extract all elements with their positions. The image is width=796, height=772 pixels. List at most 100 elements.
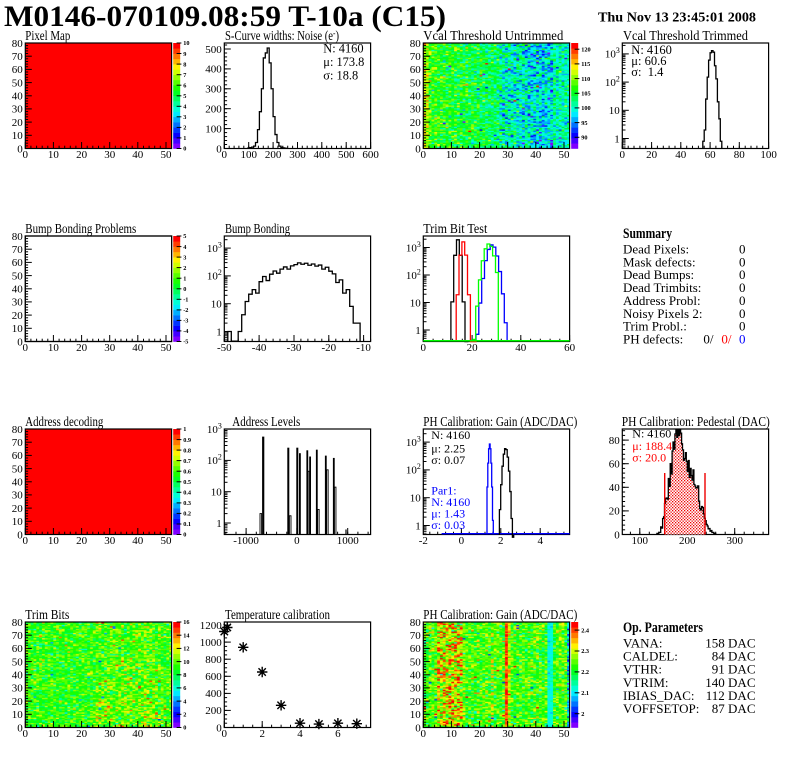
- svg-text:60: 60: [609, 459, 621, 471]
- svg-text:40: 40: [12, 284, 24, 296]
- svg-text:10: 10: [410, 709, 422, 721]
- svg-text:20: 20: [646, 149, 658, 161]
- svg-text:N: 4160: N: 4160: [323, 42, 363, 56]
- svg-text:Par1:: Par1:: [431, 483, 456, 497]
- svg-text:PH Calibration: Gain (ADC/DAC): PH Calibration: Gain (ADC/DAC): [423, 607, 577, 622]
- svg-text:2: 2: [581, 711, 584, 718]
- svg-text:50: 50: [410, 656, 422, 668]
- svg-text:40: 40: [530, 149, 542, 161]
- svg-text:20: 20: [76, 342, 88, 354]
- svg-text:300: 300: [205, 84, 222, 96]
- svg-text:60: 60: [410, 643, 422, 655]
- svg-text:50: 50: [161, 149, 173, 161]
- svg-text:9: 9: [183, 51, 186, 58]
- svg-text:80: 80: [12, 617, 24, 629]
- svg-text:110: 110: [581, 76, 590, 83]
- svg-text:0/: 0/: [703, 332, 714, 347]
- svg-text:30: 30: [12, 490, 24, 502]
- svg-text:Mask defects:: Mask defects:: [623, 254, 696, 269]
- svg-text:60: 60: [705, 149, 717, 161]
- svg-text:VOFFSETOP:: VOFFSETOP:: [623, 701, 699, 716]
- svg-text:10: 10: [446, 728, 458, 740]
- svg-text:50: 50: [12, 656, 24, 668]
- svg-text:-2: -2: [183, 307, 188, 314]
- svg-text:σ: 20.0: σ: 20.0: [632, 451, 666, 465]
- svg-text:10: 10: [12, 709, 24, 721]
- svg-text:S-Curve widths: Noise (e-): S-Curve widths: Noise (e-): [225, 28, 339, 43]
- svg-text:10: 10: [48, 342, 60, 354]
- svg-text:30: 30: [12, 683, 24, 695]
- svg-text:1: 1: [216, 326, 222, 338]
- svg-text:30: 30: [104, 149, 116, 161]
- svg-text:70: 70: [410, 630, 422, 642]
- svg-text:2: 2: [183, 712, 186, 719]
- svg-text:50: 50: [559, 728, 571, 740]
- svg-text:0.5: 0.5: [183, 479, 191, 486]
- svg-text:40: 40: [530, 728, 542, 740]
- svg-text:100: 100: [760, 149, 777, 161]
- svg-text:7: 7: [183, 72, 186, 79]
- svg-text:40: 40: [675, 149, 687, 161]
- svg-text:30: 30: [104, 342, 116, 354]
- svg-text:400: 400: [205, 688, 222, 700]
- svg-text:200: 200: [205, 104, 222, 116]
- svg-text:N: 4160: N: 4160: [631, 43, 672, 57]
- svg-text:70: 70: [12, 244, 24, 256]
- svg-text:158 DAC: 158 DAC: [705, 636, 755, 651]
- svg-text:10: 10: [410, 493, 422, 505]
- svg-text:2.2: 2.2: [581, 669, 589, 676]
- svg-text:10: 10: [609, 105, 621, 117]
- svg-text:500: 500: [338, 149, 355, 161]
- svg-text:-2: -2: [419, 535, 428, 547]
- svg-text:0: 0: [216, 722, 222, 734]
- svg-text:0.2: 0.2: [183, 511, 191, 518]
- svg-text:6: 6: [183, 82, 186, 89]
- svg-text:10: 10: [410, 297, 422, 309]
- svg-text:0: 0: [620, 149, 626, 161]
- svg-text:0: 0: [421, 149, 427, 161]
- svg-text:10: 10: [48, 728, 60, 740]
- svg-text:20: 20: [12, 503, 24, 515]
- svg-text:40: 40: [12, 670, 24, 682]
- svg-text:200: 200: [205, 705, 222, 717]
- svg-text:0: 0: [739, 332, 746, 347]
- svg-text:2.3: 2.3: [581, 648, 589, 655]
- svg-text:Address decoding: Address decoding: [25, 414, 103, 429]
- svg-text:10: 10: [211, 487, 223, 499]
- svg-text:1: 1: [216, 518, 222, 530]
- svg-text:70: 70: [12, 630, 24, 642]
- svg-text:30: 30: [104, 728, 116, 740]
- svg-text:20: 20: [474, 728, 486, 740]
- svg-text:50: 50: [161, 342, 173, 354]
- svg-text:0: 0: [739, 293, 746, 308]
- svg-text:0: 0: [183, 725, 186, 732]
- svg-text:50: 50: [12, 270, 24, 282]
- svg-text:5: 5: [183, 233, 186, 240]
- svg-text:200: 200: [679, 535, 696, 547]
- svg-text:40: 40: [515, 342, 527, 354]
- svg-text:50: 50: [161, 728, 173, 740]
- svg-text:40: 40: [609, 482, 621, 494]
- svg-text:10: 10: [12, 516, 24, 528]
- svg-text:6: 6: [335, 728, 341, 740]
- svg-text:N: 4160: N: 4160: [431, 428, 470, 442]
- svg-text:10: 10: [12, 323, 24, 335]
- svg-text:Vcal Threshold Untrimmed: Vcal Threshold Untrimmed: [423, 28, 563, 43]
- svg-text:N: 4160: N: 4160: [431, 495, 470, 509]
- svg-text:VTHR:: VTHR:: [623, 662, 662, 677]
- svg-text:70: 70: [12, 437, 24, 449]
- svg-text:0.9: 0.9: [183, 437, 191, 444]
- svg-text:0: 0: [183, 146, 186, 153]
- svg-text:0: 0: [23, 728, 29, 740]
- svg-text:80: 80: [410, 617, 422, 629]
- svg-text:91 DAC: 91 DAC: [712, 662, 756, 677]
- svg-text:μ: 2.25: μ: 2.25: [431, 442, 465, 456]
- svg-text:40: 40: [132, 535, 144, 547]
- svg-text:1: 1: [415, 520, 421, 532]
- svg-text:1: 1: [183, 135, 186, 142]
- svg-text:Dead Pixels:: Dead Pixels:: [623, 242, 689, 257]
- svg-text:0: 0: [614, 529, 620, 541]
- svg-text:100: 100: [205, 123, 222, 135]
- svg-text:800: 800: [205, 654, 222, 666]
- svg-text:1: 1: [183, 275, 186, 282]
